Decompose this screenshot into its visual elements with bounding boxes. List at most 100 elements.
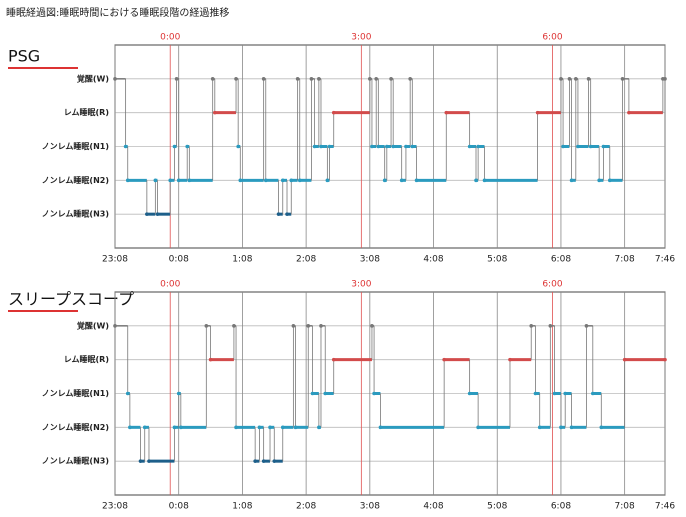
stage-point (174, 77, 179, 81)
stage-point (561, 144, 565, 149)
stage-point (276, 212, 281, 216)
stage-point (622, 357, 627, 362)
stage-point (176, 391, 181, 396)
stage-point (590, 391, 595, 396)
stage-point (548, 324, 553, 328)
y-tick-label: 覚醒(W) (76, 320, 109, 330)
stage-point (508, 357, 512, 362)
stage-point (168, 178, 173, 183)
stage-point (569, 425, 574, 430)
stage-point (601, 144, 606, 149)
x-tick-label: 5:08 (487, 255, 507, 265)
stage-point (467, 391, 472, 396)
stage-point (442, 357, 446, 362)
stage-point (378, 425, 383, 430)
stage-point (331, 357, 336, 362)
page-title: 睡眠経過図:睡眠時間における睡眠段階の経過推移 (6, 6, 229, 19)
stage-point (627, 110, 631, 115)
stage-point (312, 144, 317, 149)
stage-point (535, 110, 540, 115)
stage-point (482, 178, 487, 183)
time-marker-label: 6:00 (542, 280, 562, 290)
stage-point (208, 357, 213, 362)
stage-point (253, 459, 257, 463)
x-tick-label: 5:08 (487, 502, 507, 512)
stage-point (113, 77, 117, 81)
stage-point (327, 144, 332, 149)
stage-point (663, 357, 667, 362)
chart-title: PSG (8, 47, 40, 66)
stage-point (113, 324, 117, 328)
chart-title: スリープスコープ (8, 290, 134, 309)
stage-point (584, 324, 589, 328)
y-tick-label: ノンレム睡眠(N3) (42, 456, 109, 466)
time-marker-label: 0:00 (160, 33, 180, 43)
stage-point (586, 77, 591, 81)
time-marker-label: 3:00 (351, 33, 371, 43)
y-tick-label: レム睡眠(R) (64, 354, 109, 364)
stage-point (389, 77, 393, 81)
stage-point (172, 144, 177, 149)
stage-point (306, 324, 311, 328)
time-marker-label: 0:00 (160, 280, 180, 290)
stage-point (399, 178, 404, 183)
y-tick-label: ノンレム睡眠(N1) (42, 141, 109, 151)
stage-point (213, 110, 217, 115)
x-tick-label: 2:08 (296, 502, 316, 512)
stage-point (414, 178, 419, 183)
stage-point (567, 77, 572, 81)
stage-point (263, 178, 268, 183)
stage-point (210, 77, 215, 81)
stage-point (588, 144, 593, 149)
stage-point (138, 459, 143, 463)
stage-point (476, 425, 480, 430)
stage-point (331, 110, 336, 115)
stage-point (325, 178, 330, 183)
stage-point (142, 425, 147, 430)
stage-point (559, 425, 563, 430)
stage-point (261, 459, 266, 463)
stage-point (155, 212, 160, 216)
x-tick-label: 0:08 (169, 502, 189, 512)
stage-point (272, 459, 277, 463)
stage-point (391, 144, 395, 149)
stage-point (317, 425, 321, 430)
stage-point (179, 425, 183, 430)
stage-point (232, 324, 236, 328)
stage-point (289, 178, 294, 183)
stage-point (123, 144, 128, 149)
y-tick-label: ノンレム睡眠(N1) (42, 388, 109, 398)
stage-point (291, 324, 296, 328)
x-tick-label: 7:08 (615, 502, 635, 512)
x-tick-label: 2:08 (296, 255, 316, 265)
stage-point (410, 144, 415, 149)
stage-point (370, 144, 374, 149)
stage-point (261, 77, 266, 81)
stage-point (576, 144, 580, 149)
x-tick-label: 1:08 (232, 502, 252, 512)
stage-point (147, 459, 151, 463)
stage-point (153, 178, 158, 183)
stage-point (293, 425, 298, 430)
stage-point (559, 77, 563, 81)
y-tick-label: レム睡眠(R) (64, 107, 109, 117)
stage-point (574, 77, 578, 81)
stage-point (280, 425, 285, 430)
stage-point (234, 77, 238, 81)
x-tick-label: 4:08 (423, 502, 443, 512)
y-tick-label: ノンレム睡眠(N2) (42, 422, 109, 432)
x-tick-label: 23:08 (102, 502, 128, 512)
stage-point (172, 425, 177, 430)
stage-point (280, 178, 285, 183)
time-marker-label: 3:00 (351, 280, 371, 290)
stage-point (238, 178, 243, 183)
x-tick-label: 23:08 (102, 255, 128, 265)
stage-point (476, 144, 480, 149)
stage-point (285, 212, 289, 216)
stage-point (607, 178, 612, 183)
x-tick-label: 7:08 (615, 255, 635, 265)
stage-point (404, 144, 408, 149)
x-tick-label: 4:08 (423, 255, 443, 265)
y-tick-label: 覚醒(W) (76, 73, 109, 83)
